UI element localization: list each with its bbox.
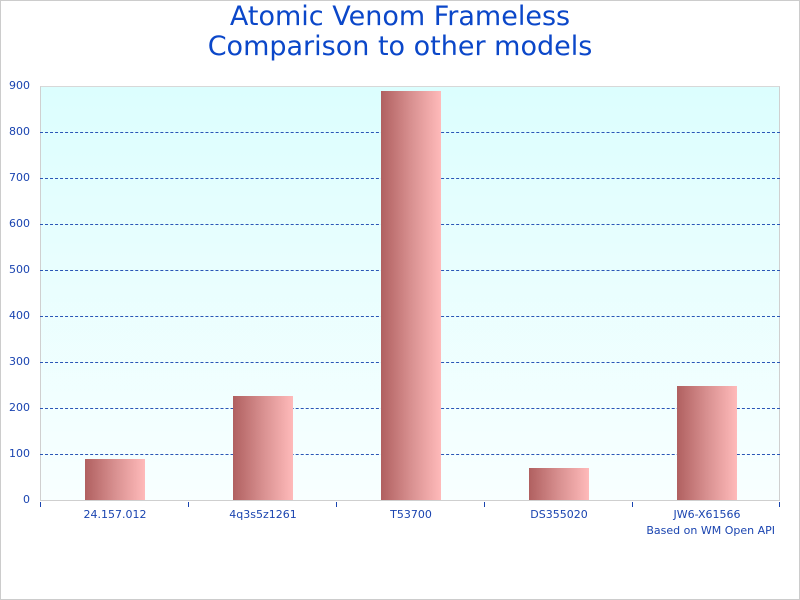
x-tick-label: JW6-X61566 xyxy=(673,508,741,521)
x-tick-label: T53700 xyxy=(390,508,432,521)
x-tick xyxy=(336,502,337,507)
y-tick-label: 700 xyxy=(9,171,30,184)
y-tick-label: 0 xyxy=(23,493,30,506)
x-tick-label: DS355020 xyxy=(530,508,588,521)
y-tick-label: 500 xyxy=(9,263,30,276)
y-tick-label: 200 xyxy=(9,401,30,414)
x-axis xyxy=(40,500,780,501)
x-tick xyxy=(779,502,780,507)
bar-ds355020 xyxy=(529,468,589,500)
y-tick-label: 800 xyxy=(9,125,30,138)
x-tick-label: 24.157.012 xyxy=(83,508,147,521)
x-tick-label: 4q3s5z1261 xyxy=(229,508,297,521)
title-line-2: Comparison to other models xyxy=(207,31,593,62)
bar-t53700 xyxy=(381,91,441,500)
title-line-1: Atomic Venom Frameless xyxy=(229,1,571,32)
bar-jw6-x61566 xyxy=(677,386,737,500)
x-tick xyxy=(484,502,485,507)
chart-title: Atomic Venom Frameless Comparison to oth… xyxy=(0,2,800,62)
x-tick xyxy=(40,502,41,507)
x-tick xyxy=(632,502,633,507)
x-tick xyxy=(188,502,189,507)
y-tick-label: 300 xyxy=(9,355,30,368)
y-tick-label: 600 xyxy=(9,217,30,230)
y-tick-label: 100 xyxy=(9,447,30,460)
source-credit: Based on WM Open API xyxy=(646,524,775,537)
y-tick-label: 400 xyxy=(9,309,30,322)
bar-4q3s5z1261 xyxy=(233,396,293,500)
y-tick-label: 900 xyxy=(9,79,30,92)
bar-24-157-012 xyxy=(85,459,145,500)
